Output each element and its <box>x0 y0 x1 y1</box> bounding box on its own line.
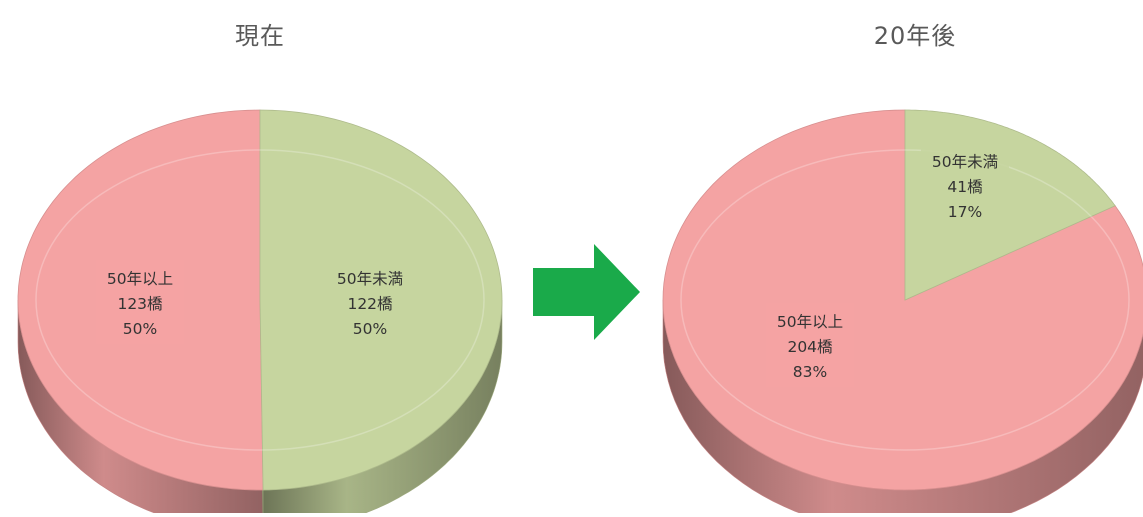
chart-title-20-years-later: 20年後 <box>873 22 957 50</box>
pie-highlight <box>35 149 485 451</box>
slice-count-text: 122橋 <box>347 295 393 313</box>
pie-chart-0: 50年以上 123橋 50% 50年未満 122橋 50% <box>17 109 503 517</box>
slice-data-label: 50年未満 122橋 50% <box>326 260 414 344</box>
right-arrow-shape <box>533 244 640 340</box>
slice-label-text: 50年以上 <box>107 270 173 288</box>
slice-label-text: 50年以上 <box>777 313 843 331</box>
slice-data-label: 50年未満 41橋 17% <box>921 143 1009 227</box>
slice-count-text: 41橋 <box>947 178 983 196</box>
pie-chart-1: 50年以上 204橋 83% 50年未満 41橋 17% <box>662 109 1143 517</box>
slice-percent-text: 50% <box>353 320 387 338</box>
pie-slice <box>662 109 1143 491</box>
chart-title-current: 現在 <box>235 22 285 50</box>
slice-percent-text: 17% <box>948 203 982 221</box>
slice-count-text: 204橋 <box>787 338 833 356</box>
slice-percent-text: 83% <box>793 363 827 381</box>
data-label-box <box>766 303 854 387</box>
data-label-box <box>921 143 1009 227</box>
slice-label-text: 50年未満 <box>337 270 403 288</box>
pie-highlight <box>680 149 1130 451</box>
slice-data-label: 50年以上 123橋 50% <box>96 260 184 344</box>
slice-percent-text: 50% <box>123 320 157 338</box>
slice-count-text: 123橋 <box>117 295 163 313</box>
data-label-box <box>326 260 414 344</box>
right-arrow-icon <box>533 244 640 340</box>
data-label-box <box>96 260 184 344</box>
slice-label-text: 50年未満 <box>932 153 998 171</box>
slice-data-label: 50年以上 204橋 83% <box>766 303 854 387</box>
